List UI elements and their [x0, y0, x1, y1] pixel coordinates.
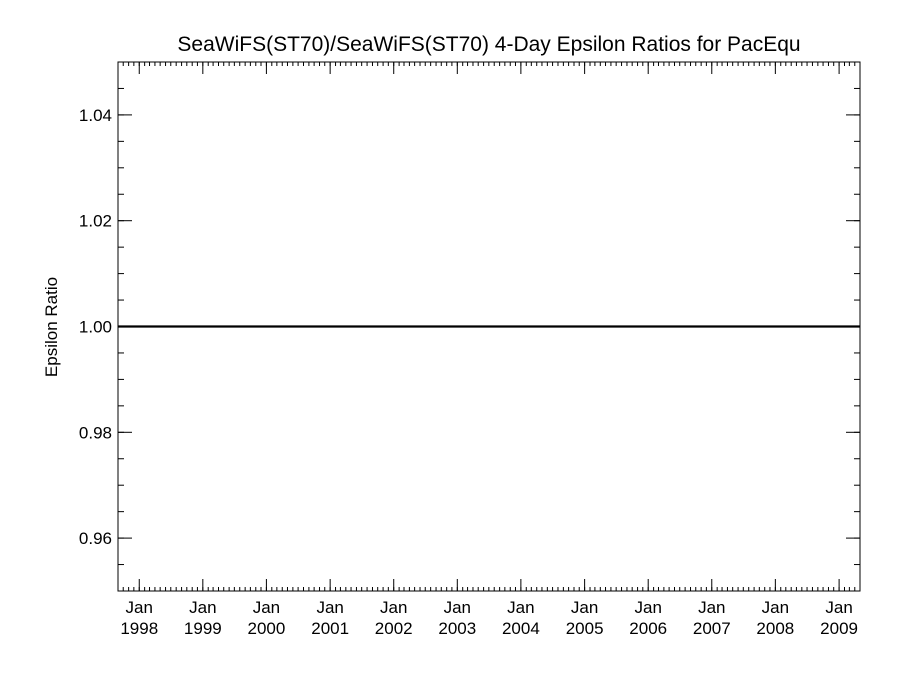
x-tick-month-label: Jan [253, 598, 280, 617]
x-tick-month-label: Jan [316, 598, 343, 617]
x-tick-month-label: Jan [571, 598, 598, 617]
x-minor-ticks [122, 62, 856, 591]
x-tick-month-label: Jan [444, 598, 471, 617]
y-tick-label: 1.04 [79, 106, 112, 125]
x-tick-month-label: Jan [126, 598, 153, 617]
x-tick-year-label: 2003 [438, 619, 476, 638]
x-tick-month-label: Jan [698, 598, 725, 617]
y-tick-label: 0.98 [79, 423, 112, 442]
x-tick-month-label: Jan [762, 598, 789, 617]
y-axis-label: Epsilon Ratio [42, 277, 61, 377]
y-tick-label: 0.96 [79, 529, 112, 548]
x-tick-month-label: Jan [634, 598, 661, 617]
x-tick-year-label: 2008 [756, 619, 794, 638]
x-tick-year-label: 2005 [566, 619, 604, 638]
x-tick-year-label: 2007 [693, 619, 731, 638]
x-tick-year-label: 2002 [375, 619, 413, 638]
y-tick-label: 1.00 [79, 318, 112, 337]
x-axis-ticks: Jan 1998 Jan 1999 Jan 2000 Jan 2001 Jan 2002 Jan 20… [120, 62, 858, 638]
y-major-ticks: 0.96 0.98 1.00 1.02 1.04 [79, 106, 860, 548]
x-tick-month-label: Jan [507, 598, 534, 617]
x-tick-month-label: Jan [189, 598, 216, 617]
chart-title: SeaWiFS(ST70)/SeaWiFS(ST70) 4-Day Epsilo… [177, 33, 800, 56]
y-tick-label: 1.02 [79, 212, 112, 231]
x-tick-year-label: 2001 [311, 619, 349, 638]
x-tick-year-label: 2000 [247, 619, 285, 638]
x-tick-year-label: 2006 [629, 619, 667, 638]
x-tick-month-label: Jan [380, 598, 407, 617]
x-tick-year-label: 2004 [502, 619, 540, 638]
x-tick-year-label: 2009 [820, 619, 858, 638]
x-tick-month-label: Jan [825, 598, 852, 617]
x-tick-year-label: 1998 [120, 619, 158, 638]
x-tick-year-label: 1999 [184, 619, 222, 638]
